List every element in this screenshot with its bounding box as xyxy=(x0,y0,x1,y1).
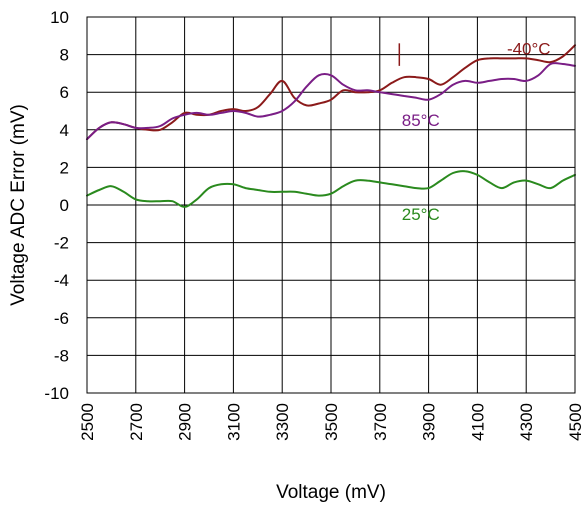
grid-lines xyxy=(86,16,576,394)
x-tick-label: 2500 xyxy=(78,403,97,441)
x-tick-label: 3700 xyxy=(371,403,390,441)
x-tick-label: 3900 xyxy=(420,403,439,441)
x-tick-label: 2700 xyxy=(127,403,146,441)
y-tick-label: -8 xyxy=(54,346,69,365)
x-tick-label: 2900 xyxy=(176,403,195,441)
series-line xyxy=(86,170,576,208)
x-tick-label: 4500 xyxy=(566,403,584,441)
y-tick-label: -10 xyxy=(44,384,69,403)
series-annotation-label: -40°C xyxy=(507,40,551,59)
series-line xyxy=(86,44,576,141)
y-tick-label: -4 xyxy=(54,271,69,290)
y-tick-label: -2 xyxy=(54,234,69,253)
y-tick-label: -6 xyxy=(54,309,69,328)
series-labels: -40°C 85°C 25°C xyxy=(398,40,551,224)
plot-frame xyxy=(86,16,576,394)
x-tick-label: 3100 xyxy=(224,403,243,441)
x-axis-ticks: 2500 2700 2900 3100 3300 3500 3700 3900 4100 4300… xyxy=(78,403,584,441)
y-tick-label: 6 xyxy=(60,83,69,102)
series-line xyxy=(86,62,576,141)
x-axis-title: Voltage (mV) xyxy=(276,482,386,503)
y-tick-label: 0 xyxy=(60,196,69,215)
y-tick-label: 10 xyxy=(50,8,69,27)
series-annotation-label: 85°C xyxy=(402,111,440,130)
x-tick-label: 3300 xyxy=(273,403,292,441)
y-axis-ticks: 10 8 6 4 2 0 -2 -4 -6 -8 -10 xyxy=(44,8,69,403)
x-tick-label: 4100 xyxy=(468,403,487,441)
x-tick-label: 4300 xyxy=(517,403,536,441)
y-tick-label: 8 xyxy=(60,46,69,65)
x-tick-label: 3500 xyxy=(322,403,341,441)
series-group xyxy=(86,44,576,208)
y-axis-title: Voltage ADC Error (mV) xyxy=(8,104,29,306)
series-annotation-label: 25°C xyxy=(402,205,440,224)
y-tick-label: 2 xyxy=(60,158,69,177)
y-tick-label: 4 xyxy=(60,121,69,140)
